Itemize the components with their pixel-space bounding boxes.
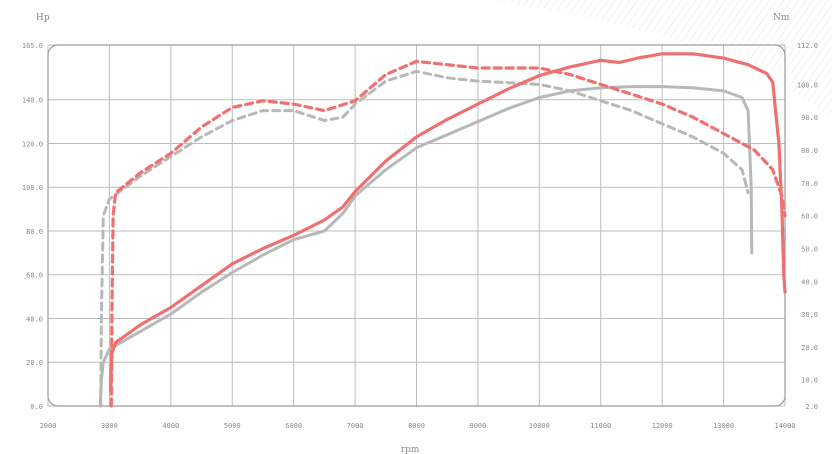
- y-left-tick-label: 40.0: [26, 315, 43, 323]
- y-right-tick-label: 100.0: [797, 81, 818, 89]
- grey-power-line: [98, 85, 754, 408]
- y-right-tick-label: 10.0: [801, 377, 818, 385]
- x-tick-label: 12000: [652, 422, 673, 430]
- series: [98, 52, 787, 408]
- y-left-tick-label: 0.0: [30, 403, 43, 411]
- background-swoosh: [480, 0, 832, 120]
- y-left-tick-label: 140.0: [22, 97, 43, 105]
- x-axis-title: rpm: [401, 445, 420, 454]
- x-tick-label: 4000: [162, 422, 179, 430]
- x-tick-label: 14000: [774, 422, 795, 430]
- y-right-tick-label: 60.0: [801, 213, 818, 221]
- y-right-tick-label: 20.0: [801, 344, 818, 352]
- x-tick-label: 13000: [713, 422, 734, 430]
- y-left-tick-label: 100.0: [22, 184, 43, 192]
- x-tick-label: 8000: [408, 422, 425, 430]
- y-right-tick-label: 70.0: [801, 180, 818, 188]
- y-right-tick-label: 90.0: [801, 114, 818, 122]
- y-left-tick-label: 60.0: [26, 272, 43, 280]
- y-right-tick-label: 2.0: [805, 403, 818, 411]
- red-power-line: [109, 52, 787, 393]
- x-tick-label: 10000: [529, 422, 550, 430]
- x-tick-label: 5000: [224, 422, 241, 430]
- y-right-tick-label: 80.0: [801, 147, 818, 155]
- x-tick-label: 2000: [40, 422, 57, 430]
- right-axis-unit: Nm: [773, 13, 790, 23]
- y-right-tick-label: 112.0: [797, 42, 818, 50]
- y-left-tick-label: 80.0: [26, 228, 43, 236]
- y-right-tick-label: 40.0: [801, 278, 818, 286]
- plot-frame: [47, 44, 786, 407]
- red-torque-line: [109, 59, 787, 408]
- y-left-tick-label: 120.0: [22, 140, 43, 148]
- y-right-tick-label: 30.0: [801, 311, 818, 319]
- x-tick-label: 9000: [469, 422, 486, 430]
- x-tick-label: 3000: [101, 422, 118, 430]
- grey-torque-line: [99, 69, 750, 408]
- x-tick-label: 6000: [285, 422, 302, 430]
- y-right-tick-label: 50.0: [801, 245, 818, 253]
- x-tick-label: 11000: [590, 422, 611, 430]
- x-tick-label: 7000: [347, 422, 364, 430]
- y-left-tick-label: 165.0: [22, 42, 43, 50]
- grid: [47, 44, 786, 407]
- left-axis-unit: Hp: [36, 13, 50, 23]
- axes: 2000 3000 4000 5000 6000 7000 8000 9000 10000 110…: [22, 42, 818, 430]
- y-left-tick-label: 20.0: [26, 359, 43, 367]
